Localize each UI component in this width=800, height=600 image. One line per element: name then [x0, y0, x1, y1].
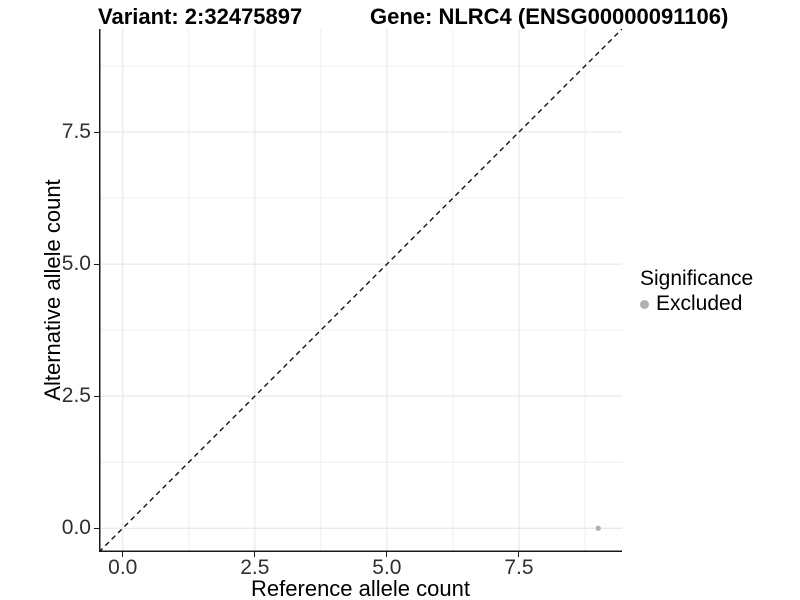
x-tick-label: 7.5: [504, 556, 534, 579]
x-tick-label: 0.0: [108, 556, 138, 579]
legend-item-excluded: Excluded: [640, 292, 753, 316]
legend-title: Significance: [640, 267, 754, 290]
legend-item-label: Excluded: [656, 292, 743, 315]
y-tick-label: 7.5: [61, 120, 91, 143]
y-tick-label: 2.5: [61, 384, 91, 408]
gene-title: Gene: NLRC4 (ENSG00000091106): [370, 4, 729, 29]
identity-reference-line: [99, 29, 622, 552]
y-axis-title: Alternative allele count: [40, 179, 65, 401]
x-tick-mark: [518, 552, 520, 557]
excluded-point-icon: [640, 299, 649, 309]
plot-panel: [99, 29, 622, 552]
x-tick-label: 5.0: [372, 556, 402, 579]
y-tick-mark: [94, 395, 99, 397]
data-point-excluded: [595, 525, 601, 531]
x-tick-mark: [122, 552, 124, 557]
x-tick-mark: [386, 552, 388, 557]
y-tick-label: 0.0: [61, 516, 91, 540]
y-tick-mark: [94, 131, 99, 133]
variant-title: Variant: 2:32475897: [98, 4, 303, 29]
x-tick-label: 2.5: [240, 556, 270, 579]
y-tick-label: 5.0: [61, 252, 91, 276]
x-axis-title: Reference allele count: [251, 576, 470, 600]
y-tick-mark: [94, 527, 99, 529]
x-tick-mark: [254, 552, 256, 557]
y-tick-mark: [94, 263, 99, 265]
legend: Significance Excluded: [640, 267, 753, 316]
